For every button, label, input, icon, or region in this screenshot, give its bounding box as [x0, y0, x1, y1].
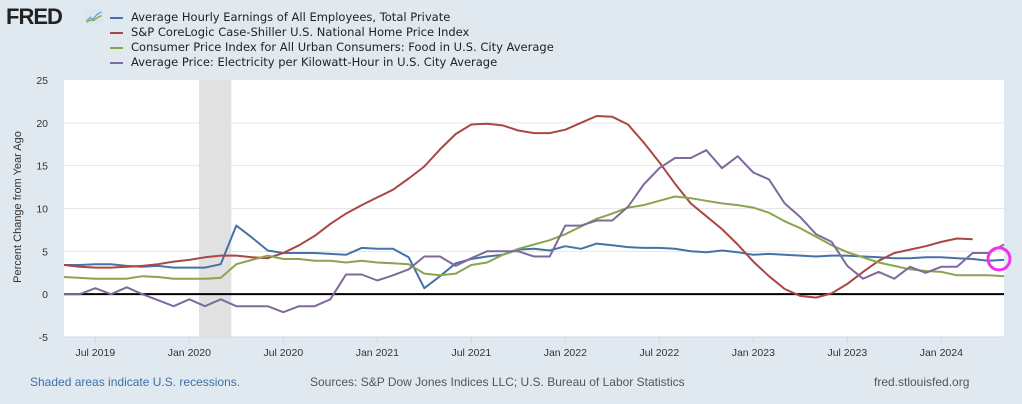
x-tick-label: Jul 2022 — [639, 347, 679, 359]
legend-swatch — [110, 31, 123, 34]
y-tick-label: 20 — [36, 118, 48, 130]
fred-logo[interactable]: FRED — [6, 4, 63, 30]
legend-label: Average Hourly Earnings of All Employees… — [131, 10, 451, 24]
x-tick-label: Jan 2024 — [920, 347, 963, 359]
x-tick-label: Jan 2023 — [732, 347, 775, 359]
legend-label: Consumer Price Index for All Urban Consu… — [131, 40, 554, 54]
legend-label: S&P CoreLogic Case-Shiller U.S. National… — [131, 25, 470, 39]
y-axis-label: Percent Change from Year Ago — [12, 131, 24, 283]
highlight-circle — [986, 246, 1012, 272]
y-tick-label: -5 — [39, 332, 48, 344]
x-tick-label: Jan 2020 — [168, 347, 211, 359]
legend-item-home-price[interactable]: S&P CoreLogic Case-Shiller U.S. National… — [110, 25, 554, 40]
legend-item-earnings[interactable]: Average Hourly Earnings of All Employees… — [110, 10, 554, 25]
line-chart: 25 20 15 10 5 0 -5 Jul 2019 Jan 2020 Jul 2020 Jan… — [12, 75, 1012, 359]
legend-swatch — [110, 46, 123, 49]
food-cpi-line — [63, 195, 1005, 280]
earnings-line — [64, 224, 1005, 290]
recession-note[interactable]: Shaded areas indicate U.S. recessions. — [30, 375, 241, 389]
x-tick-label: Jul 2019 — [75, 347, 115, 359]
x-tick-label: Jan 2022 — [544, 347, 587, 359]
fred-graph-icon — [85, 9, 103, 24]
x-tick-label: Jul 2021 — [451, 347, 491, 359]
y-tick-label: 5 — [42, 246, 48, 258]
x-tick-label: Jan 2021 — [356, 347, 399, 359]
sources-text: Sources: S&P Dow Jones Indices LLC; U.S.… — [310, 375, 685, 389]
electricity-line — [64, 149, 1005, 314]
legend-item-food-cpi[interactable]: Consumer Price Index for All Urban Consu… — [110, 40, 554, 55]
y-tick-label: 0 — [42, 289, 48, 301]
x-tick-label: Jul 2023 — [827, 347, 867, 359]
y-tick-label: 10 — [36, 204, 48, 216]
y-tick-label: 15 — [36, 161, 48, 173]
home-price-line — [63, 115, 973, 299]
x-tick-label: Jul 2020 — [263, 347, 303, 359]
logo-text: FRED — [6, 4, 63, 29]
recession-shading — [199, 80, 232, 337]
y-tick-label: 25 — [36, 75, 48, 87]
chart-legend: Average Hourly Earnings of All Employees… — [110, 10, 554, 70]
legend-label: Average Price: Electricity per Kilowatt-… — [131, 55, 498, 69]
legend-swatch — [110, 61, 123, 64]
site-link[interactable]: fred.stlouisfed.org — [874, 375, 970, 389]
legend-swatch — [110, 16, 123, 19]
legend-item-electricity[interactable]: Average Price: Electricity per Kilowatt-… — [110, 55, 554, 70]
